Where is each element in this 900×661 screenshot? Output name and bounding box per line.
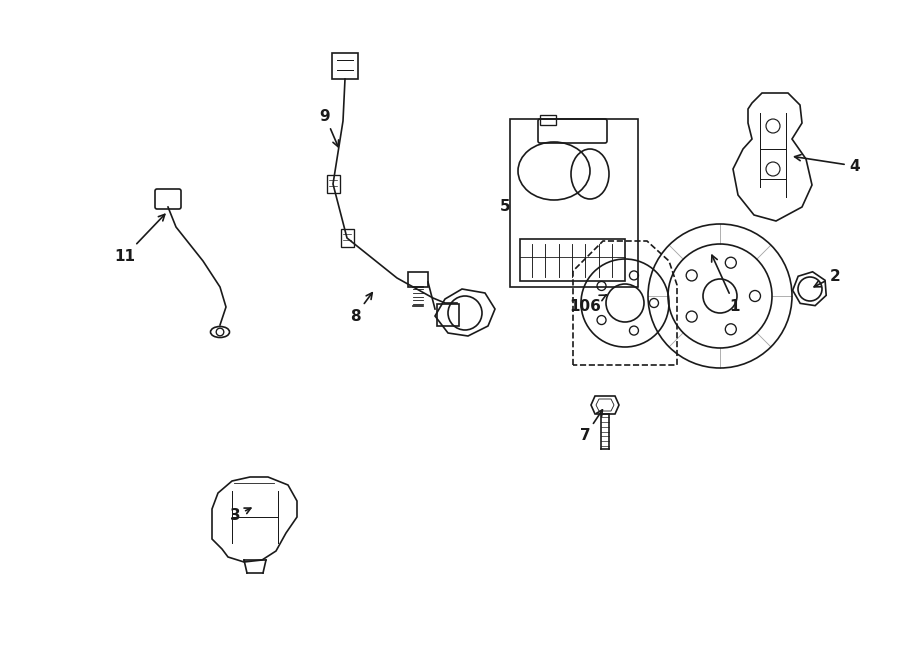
Text: 2: 2 — [814, 268, 841, 287]
Text: 7: 7 — [580, 410, 602, 444]
Text: 5: 5 — [500, 198, 510, 214]
Text: 3: 3 — [230, 508, 251, 524]
Text: 4: 4 — [795, 155, 860, 173]
Text: 11: 11 — [114, 214, 165, 264]
Text: 9: 9 — [320, 108, 338, 147]
Text: 8: 8 — [350, 293, 373, 323]
Text: 1: 1 — [712, 255, 740, 313]
Text: 106: 106 — [569, 295, 607, 313]
